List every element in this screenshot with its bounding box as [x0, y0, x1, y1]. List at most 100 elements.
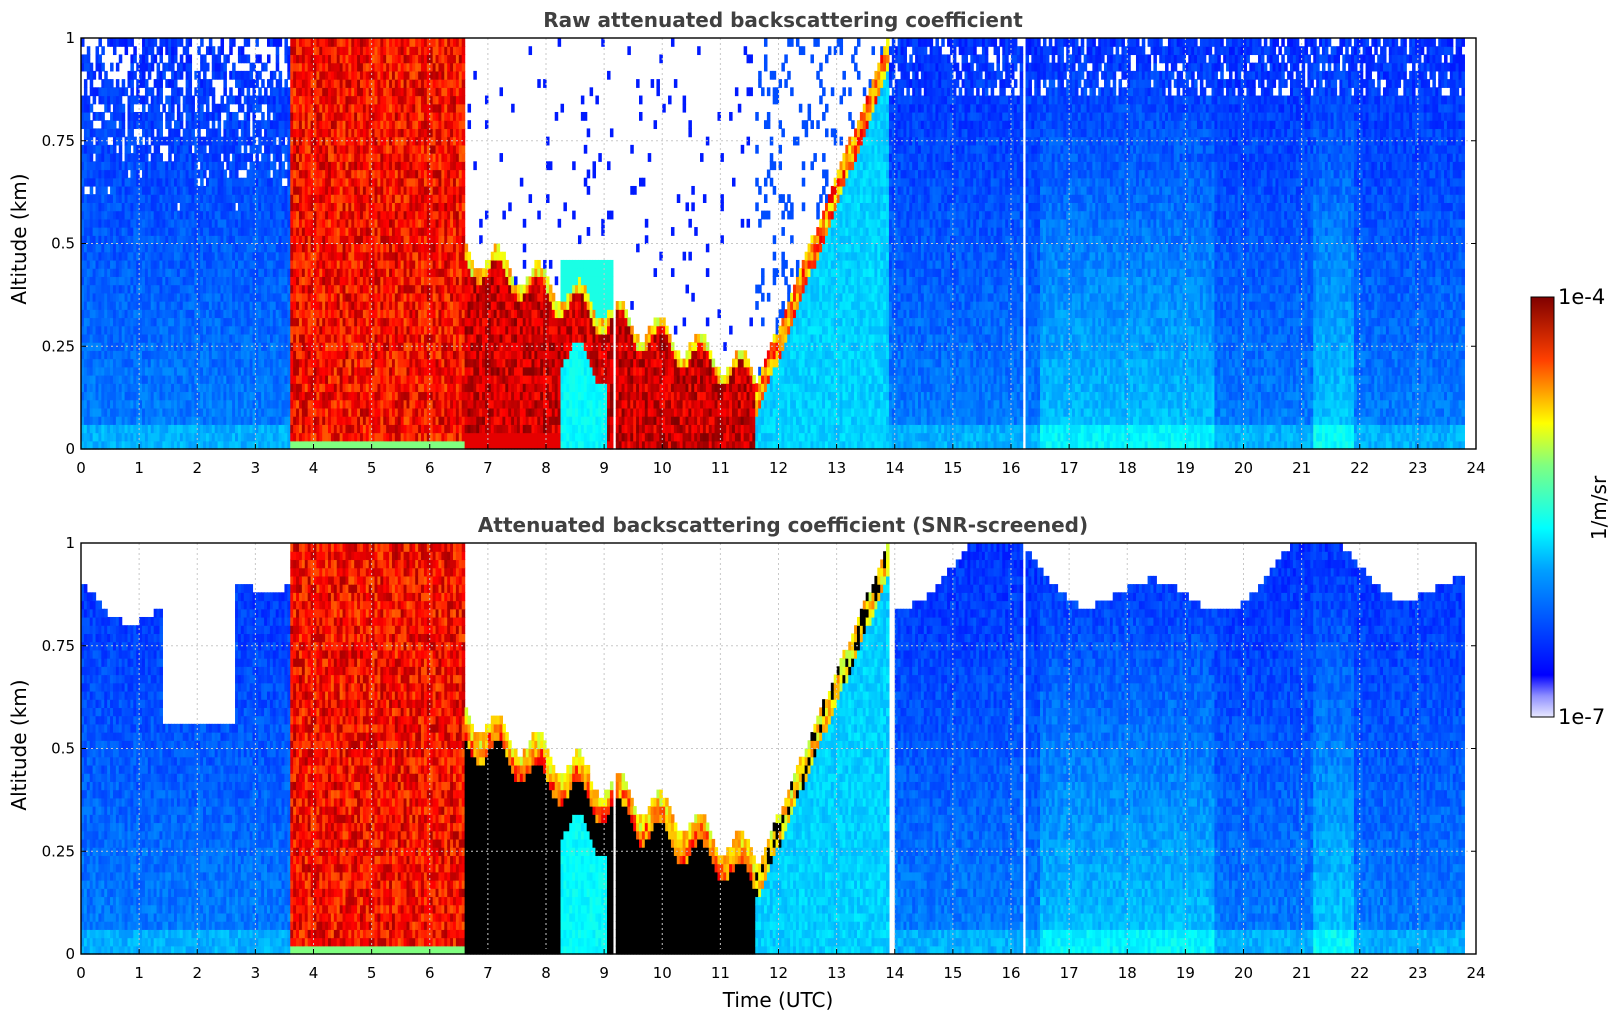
heatmap-cell	[142, 358, 146, 368]
heatmap-cell	[115, 202, 120, 212]
heatmap-cell	[147, 407, 152, 417]
heatmap-cell	[101, 251, 105, 261]
heatmap-cell	[107, 276, 111, 286]
heatmap-cell	[121, 202, 126, 212]
heatmap-cell	[150, 62, 155, 72]
heatmap-cell	[101, 46, 105, 56]
heatmap-cell	[110, 251, 114, 261]
heatmap-cell	[83, 202, 88, 212]
heatmap-cell	[211, 424, 216, 434]
heatmap-cell	[107, 333, 111, 343]
heatmap-cell	[121, 391, 126, 401]
heatmap-cell	[150, 424, 155, 434]
heatmap-cell	[162, 391, 166, 401]
heatmap-cell	[174, 153, 178, 162]
heatmap-cell	[118, 268, 123, 277]
heatmap-cell	[214, 424, 219, 434]
heatmap-cell	[174, 440, 178, 450]
heatmap-cell	[197, 46, 201, 56]
heatmap-cell	[118, 440, 123, 450]
heatmap-cell	[101, 350, 105, 360]
heatmap-cell	[98, 185, 102, 195]
heatmap-cell	[171, 309, 175, 319]
heatmap-cell	[179, 407, 184, 417]
heatmap-cell	[156, 333, 161, 343]
heatmap-cell	[165, 185, 169, 195]
heatmap-cell	[153, 161, 158, 171]
heatmap-cell	[86, 432, 91, 442]
heatmap-cell	[144, 301, 149, 310]
heatmap-cell	[86, 161, 91, 171]
heatmap-cell	[200, 383, 204, 393]
heatmap-cell	[83, 120, 88, 130]
heatmap-cell	[86, 177, 91, 187]
heatmap-cell	[92, 194, 97, 203]
heatmap-cell	[174, 309, 178, 319]
heatmap-cell	[150, 350, 155, 360]
heatmap-cell	[107, 161, 111, 171]
heatmap-cell	[200, 62, 204, 72]
heatmap-cell	[278, 153, 283, 162]
heatmap-cell	[174, 424, 178, 434]
heatmap-cell	[150, 399, 155, 409]
heatmap-cell	[176, 333, 181, 343]
heatmap-cell	[115, 375, 120, 384]
heatmap-cell	[127, 218, 132, 228]
heatmap-cell	[203, 54, 207, 64]
heatmap-cell	[107, 432, 111, 442]
heatmap-cell	[205, 103, 210, 113]
heatmap-cell	[156, 309, 161, 319]
heatmap-cell	[168, 383, 172, 393]
heatmap-cell	[124, 292, 129, 302]
heatmap-cell	[150, 120, 155, 130]
heatmap-cell	[159, 177, 163, 187]
heatmap-cell	[214, 366, 219, 376]
heatmap-cell	[127, 38, 132, 47]
heatmap-cell	[130, 325, 134, 335]
heatmap-cell	[144, 309, 149, 319]
heatmap-cell	[185, 268, 190, 277]
heatmap-cell	[95, 194, 100, 203]
heatmap-cell	[112, 416, 117, 425]
heatmap-cell	[205, 87, 210, 97]
heatmap-cell	[168, 95, 172, 105]
heatmap-cell	[81, 243, 85, 253]
heatmap-cell	[182, 276, 187, 286]
heatmap-cell	[182, 62, 187, 72]
heatmap-cell	[179, 194, 184, 203]
heatmap-cell	[185, 301, 190, 310]
heatmap-cell	[182, 366, 187, 376]
heatmap-cell	[95, 128, 100, 138]
heatmap-cell	[147, 432, 152, 442]
heatmap-cell	[188, 161, 193, 171]
heatmap-cell	[205, 358, 210, 368]
heatmap-cell	[110, 235, 114, 245]
heatmap-cell	[83, 111, 88, 121]
heatmap-cell	[220, 46, 225, 56]
heatmap-cell	[124, 218, 129, 228]
heatmap-cell	[168, 416, 172, 425]
heatmap-cell	[168, 62, 172, 72]
heatmap-cell	[185, 111, 190, 121]
heatmap-cell	[211, 136, 216, 146]
heatmap-cell	[142, 284, 146, 294]
heatmap-cell	[208, 161, 213, 171]
heatmap-cell	[185, 366, 190, 376]
heatmap-cell	[144, 243, 149, 253]
heatmap-cell	[127, 350, 132, 360]
heatmap-cell	[179, 259, 184, 269]
heatmap-cell	[205, 440, 210, 450]
heatmap-cell	[211, 391, 216, 401]
heatmap-cell	[81, 268, 85, 277]
heatmap-cell	[214, 210, 219, 220]
heatmap-cell	[159, 202, 163, 212]
heatmap-cell	[83, 333, 88, 343]
heatmap-cell	[121, 243, 126, 253]
heatmap-cell	[185, 317, 190, 327]
heatmap-cell	[211, 161, 216, 171]
heatmap-cell	[147, 268, 152, 277]
heatmap-cell	[136, 169, 140, 179]
heatmap-cell	[208, 144, 213, 154]
heatmap-cell	[243, 144, 248, 154]
heatmap-cell	[205, 95, 210, 105]
